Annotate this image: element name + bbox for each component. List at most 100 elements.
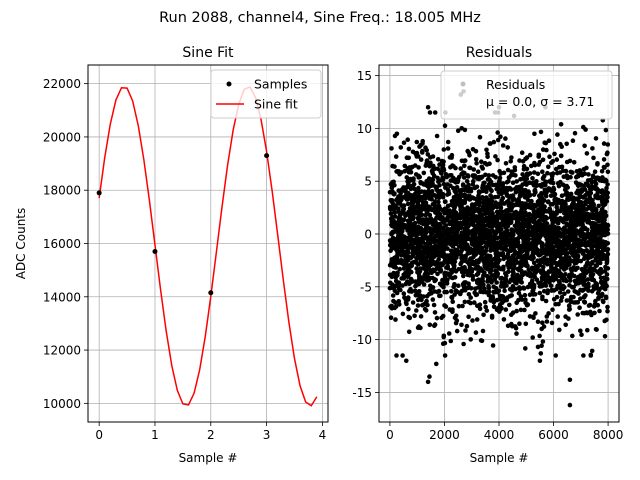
residual-point (546, 164, 551, 170)
residual-point (537, 262, 543, 268)
residual-point (501, 170, 507, 176)
residual-point (556, 268, 562, 274)
residual-point (398, 145, 404, 150)
residual-point (509, 208, 514, 213)
residual-point (456, 303, 462, 309)
residual-point (581, 124, 586, 130)
residual-point (394, 131, 400, 137)
residual-point (409, 269, 414, 275)
residual-point (497, 302, 503, 307)
sample-point (152, 248, 158, 254)
residual-point (402, 194, 408, 200)
residual-point (529, 163, 534, 169)
residual-point (484, 162, 490, 167)
residual-point (490, 206, 495, 211)
residual-point (530, 297, 536, 303)
residual-point (482, 299, 488, 305)
residual-point (577, 203, 583, 208)
residual-point (525, 284, 531, 290)
residual-point (469, 202, 475, 207)
residual-point (489, 188, 494, 194)
residual-point (540, 268, 546, 273)
residual-point (552, 266, 558, 272)
residual-point (464, 184, 469, 190)
residual-point (461, 234, 467, 240)
residual-point (436, 199, 441, 205)
residuals-legend: Residuals μ = 0.0, σ = 3.71 (440, 70, 613, 120)
residual-point (519, 297, 525, 302)
residual-point (421, 182, 427, 187)
residual-point (579, 332, 584, 338)
residual-point (600, 201, 605, 206)
residual-point (388, 211, 394, 216)
residual-outlier-point (425, 104, 431, 110)
residual-point (562, 225, 567, 230)
residual-point (517, 158, 522, 163)
residual-point (395, 228, 401, 233)
residual-point (548, 180, 553, 185)
residual-point (405, 137, 411, 142)
residual-point (580, 251, 586, 256)
residual-point (474, 161, 479, 166)
residual-point (434, 315, 440, 321)
residual-point (396, 299, 402, 304)
residual-point (572, 289, 577, 294)
residual-point (427, 207, 433, 212)
residual-point (481, 200, 487, 206)
residual-point (534, 210, 540, 216)
residual-point (519, 249, 524, 255)
residual-point (577, 305, 582, 311)
residual-point (555, 283, 560, 289)
residual-point (450, 163, 455, 168)
residual-point (483, 186, 489, 191)
residual-point (433, 184, 438, 189)
residual-point (600, 247, 606, 252)
residual-point (412, 207, 417, 212)
residual-point (594, 195, 600, 201)
residual-point (524, 302, 530, 308)
residual-point (518, 185, 524, 190)
residual-point (495, 130, 501, 135)
residual-point (547, 280, 552, 285)
sample-point (96, 190, 102, 196)
residual-point (432, 217, 438, 223)
residual-point (438, 293, 443, 299)
residual-point (395, 270, 400, 276)
residual-point (540, 157, 546, 163)
residual-point (504, 185, 509, 191)
residual-point (481, 312, 486, 318)
residual-point (576, 191, 582, 197)
residual-point (531, 315, 536, 321)
residual-point (464, 247, 469, 252)
residual-point (419, 189, 425, 194)
residual-point (591, 155, 596, 161)
residual-point (532, 292, 538, 297)
residual-point (561, 207, 567, 212)
residual-point (508, 173, 514, 178)
residual-point (512, 165, 518, 170)
residual-point (514, 331, 519, 336)
residual-point (571, 236, 577, 241)
residual-point (602, 279, 608, 285)
residual-point (430, 170, 436, 176)
residual-point (556, 245, 562, 250)
residual-point (415, 202, 421, 208)
residual-point (417, 268, 423, 274)
residual-point (394, 290, 400, 296)
residual-point (545, 262, 550, 267)
residual-point (516, 230, 521, 235)
residual-point (476, 214, 482, 219)
residual-point (517, 285, 522, 290)
residual-point (460, 303, 465, 309)
residual-point (412, 313, 417, 319)
residual-point (600, 291, 605, 297)
residual-point (522, 307, 527, 313)
residual-point (424, 294, 430, 299)
residual-point (508, 193, 513, 199)
residual-point (603, 177, 608, 183)
residual-point (478, 239, 484, 244)
residual-point (603, 294, 609, 300)
residual-point (523, 210, 528, 215)
residual-point (559, 294, 565, 300)
residual-point (513, 173, 518, 178)
